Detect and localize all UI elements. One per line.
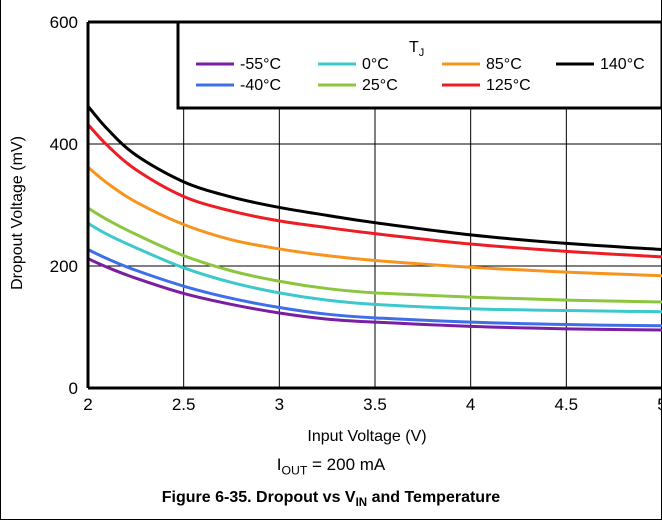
x-tick-label: 3.5 (363, 395, 387, 414)
series-line (87, 257, 662, 332)
legend-label: 85°C (486, 56, 522, 73)
legend-label: -55°C (240, 56, 281, 73)
series-line (87, 206, 662, 304)
legend-label: 125°C (486, 77, 531, 94)
series-line (87, 248, 662, 328)
x-tick-label: 5 (657, 395, 662, 414)
y-axis-label: Dropout Voltage (mV) (9, 136, 26, 290)
legend-label: 140°C (600, 56, 645, 73)
series-line (87, 166, 662, 278)
x-tick-label: 4.5 (555, 395, 579, 414)
y-tick-label: 600 (50, 13, 78, 32)
legend: TJ -55°C -40°C 0°C 25°C 85°C 125°C 140°C (176, 20, 662, 110)
x-tick-label: 2 (83, 395, 92, 414)
series-line (86, 105, 662, 252)
x-tick-label: 3 (275, 395, 284, 414)
x-tick-label: 2.5 (172, 395, 196, 414)
y-tick-label: 0 (69, 379, 78, 398)
legend-items: -55°C -40°C 0°C 25°C 85°C 125°C 140°C (196, 56, 645, 94)
y-tick-label: 400 (50, 135, 78, 154)
series-line (87, 221, 662, 314)
y-tick-label: 200 (50, 257, 78, 276)
tick-labels: 2 2.5 3 3.5 4 4.5 5 0 200 400 600 (50, 13, 662, 414)
series-lines (86, 105, 662, 332)
legend-label: -40°C (240, 77, 281, 94)
figure-caption: Figure 6-35. Dropout vs VIN and Temperat… (161, 489, 501, 510)
test-condition-note: IOUT = 200 mA (276, 455, 386, 478)
x-tick-label: 4 (466, 395, 475, 414)
legend-title: TJ (409, 39, 424, 59)
legend-label: 0°C (362, 56, 389, 73)
series-line (86, 123, 662, 259)
x-axis-label: Input Voltage (V) (307, 428, 426, 445)
legend-label: 25°C (362, 77, 398, 94)
dropout-chart: 2 2.5 3 3.5 4 4.5 5 0 200 400 600 Input Voltage (V… (9, 13, 662, 445)
